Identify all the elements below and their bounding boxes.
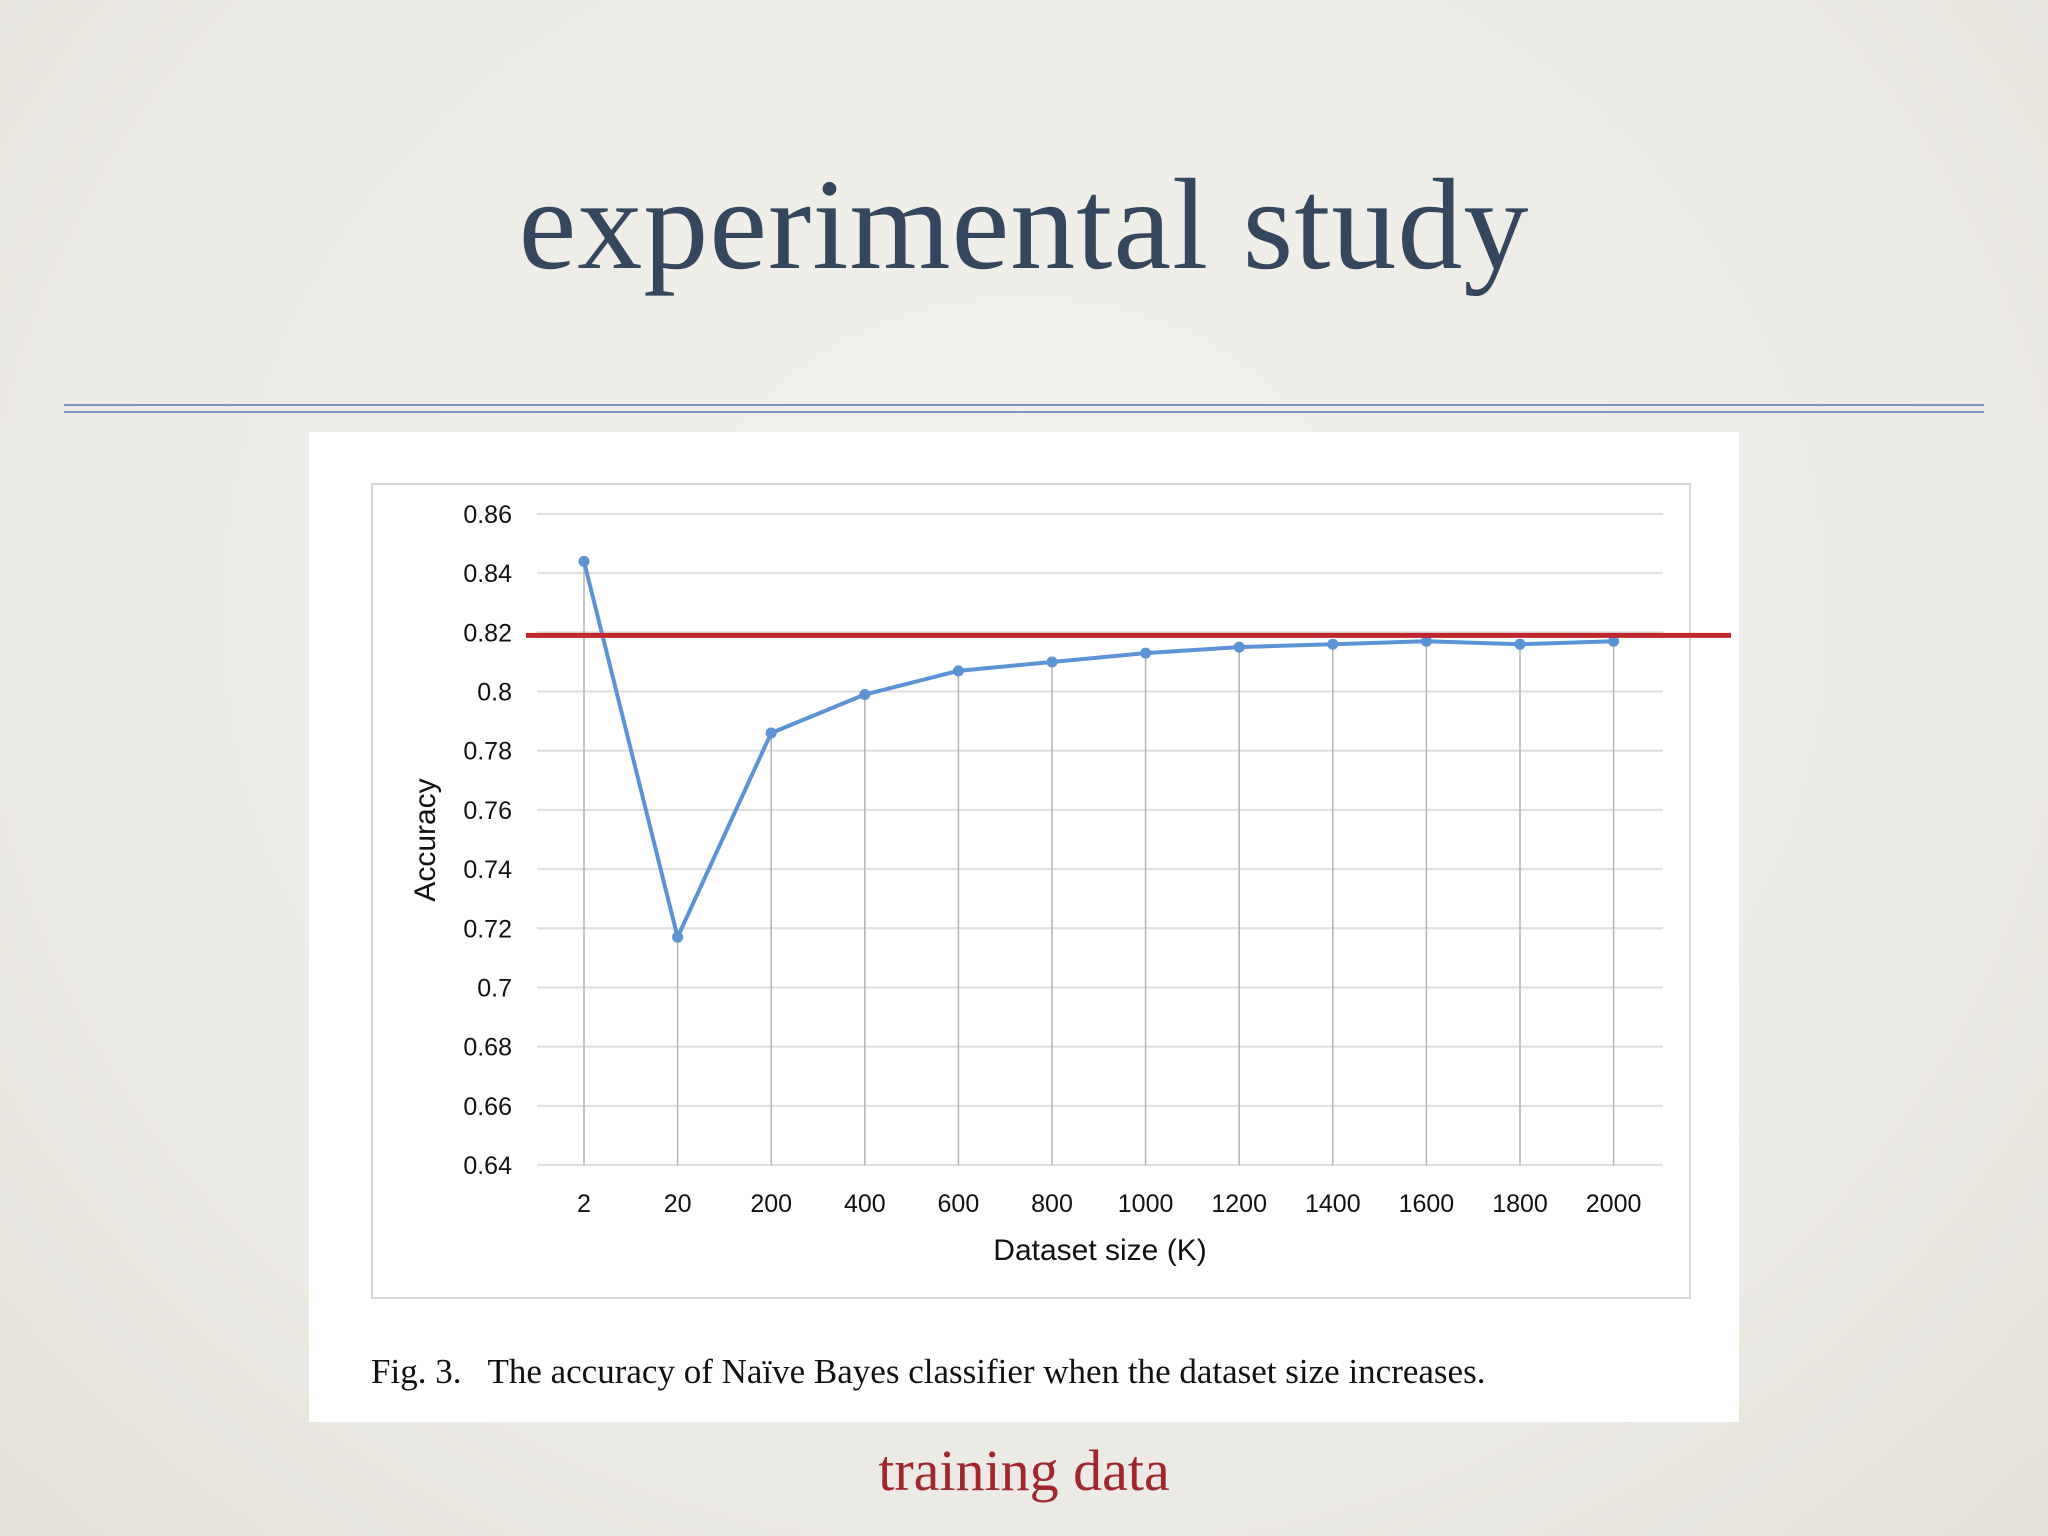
y-tick-label: 0.86: [463, 501, 512, 529]
y-tick-label: 0.7: [477, 974, 512, 1002]
y-tick-label: 0.68: [463, 1034, 512, 1062]
data-point: [1327, 638, 1339, 650]
y-tick-label: 0.72: [463, 915, 512, 943]
x-tick-label: 800: [1031, 1190, 1073, 1218]
data-point: [578, 555, 590, 567]
data-point: [1140, 647, 1152, 659]
data-point: [952, 665, 964, 677]
x-axis-label: Dataset size (K): [993, 1234, 1206, 1267]
data-point: [1608, 635, 1620, 647]
x-tick-label: 1400: [1305, 1190, 1361, 1218]
accuracy-series-line: [582, 560, 1614, 940]
y-tick-label: 0.64: [463, 1152, 512, 1180]
x-tick-label: 2: [577, 1190, 591, 1218]
accuracy-chart: 0.86 0.84 0.82 0.8 0.78 0.76 0.74 0.72 0.7 0.68 0.…: [409, 501, 1731, 1267]
x-tick-label: 200: [750, 1190, 792, 1218]
chart-frame: [371, 483, 1691, 1299]
y-tick-label: 0.66: [463, 1093, 512, 1121]
data-point: [1233, 641, 1245, 653]
figure-caption-label: Fig. 3.: [371, 1352, 462, 1391]
y-tick-label: 0.78: [463, 738, 512, 766]
x-tick-label: 400: [844, 1190, 886, 1218]
data-point: [1046, 656, 1058, 668]
x-tick-label: 1600: [1399, 1190, 1455, 1218]
y-tick-label: 0.76: [463, 797, 512, 825]
data-point: [1420, 635, 1432, 647]
x-tick-label: 1000: [1118, 1190, 1174, 1218]
figure-caption: Fig. 3. The accuracy of Naïve Bayes class…: [371, 1352, 1701, 1392]
training-data-label: training data: [878, 1438, 1170, 1503]
y-axis-label: Accuracy: [409, 778, 442, 901]
figure-panel: 0.86 0.84 0.82 0.8 0.78 0.76 0.74 0.72 0.7 0.68 0.…: [309, 432, 1739, 1422]
x-tick-label: 20: [664, 1190, 692, 1218]
figure-caption-text: The accuracy of Naïve Bayes classifier w…: [487, 1352, 1486, 1391]
x-tick-label: 1200: [1211, 1190, 1267, 1218]
y-tick-label: 0.74: [463, 856, 512, 884]
data-point: [859, 689, 871, 701]
title-divider-top: [64, 404, 1984, 406]
x-tick-label: 1800: [1492, 1190, 1548, 1218]
data-point: [765, 727, 777, 739]
data-point: [672, 931, 684, 943]
y-tick-label: 0.82: [463, 619, 512, 647]
slide-title: experimental study: [518, 153, 1530, 297]
data-point: [1514, 638, 1526, 650]
title-divider-bottom: [64, 411, 1984, 413]
x-tick-label: 2000: [1586, 1190, 1642, 1218]
y-tick-label: 0.84: [463, 560, 512, 588]
x-tick-label: 600: [938, 1190, 980, 1218]
y-tick-label: 0.8: [477, 679, 512, 707]
